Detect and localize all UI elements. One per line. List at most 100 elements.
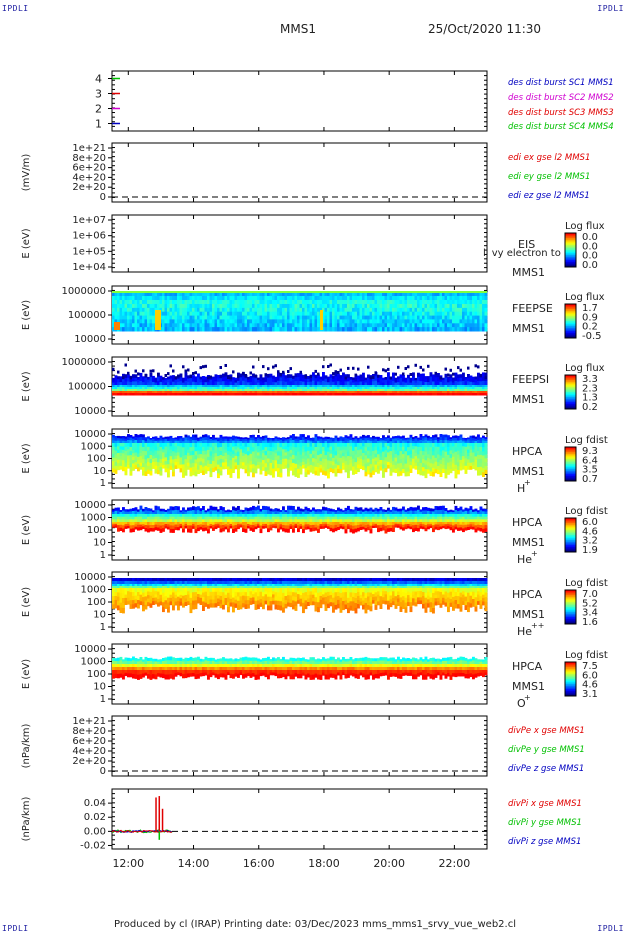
spectro-cell bbox=[397, 443, 400, 448]
spectro-cell bbox=[322, 385, 325, 388]
spectro-cell bbox=[254, 389, 258, 392]
spectro-cell bbox=[207, 463, 210, 468]
spectro-cell bbox=[369, 378, 373, 383]
spectro-cell bbox=[154, 389, 158, 392]
spectro-cell bbox=[372, 389, 375, 392]
spectro-cell bbox=[162, 443, 165, 447]
spectro-cell bbox=[112, 385, 115, 388]
spectro-cell bbox=[464, 469, 468, 474]
spectro-cell bbox=[429, 447, 433, 452]
spectro-cell bbox=[482, 438, 485, 441]
spectro-cell bbox=[292, 466, 295, 472]
spectro-cell bbox=[282, 441, 285, 444]
spectro-cell bbox=[484, 391, 488, 394]
spectro-cell bbox=[384, 387, 388, 390]
spectro-cell bbox=[219, 470, 223, 476]
spectro-cell bbox=[197, 315, 200, 320]
spectro-cell bbox=[302, 437, 305, 441]
spectro-cell bbox=[129, 514, 133, 518]
spectro-cell bbox=[399, 387, 403, 390]
spectro-cell bbox=[347, 387, 350, 390]
eis-cbar-tick: 0.0 bbox=[582, 232, 598, 243]
spectro-cell bbox=[247, 467, 250, 473]
spectro-cell bbox=[289, 319, 293, 324]
spectro-cell bbox=[237, 385, 240, 388]
spectro-cell bbox=[412, 327, 415, 332]
spectro-cell bbox=[477, 463, 480, 468]
spectro-cell bbox=[432, 389, 435, 392]
spectro-cell bbox=[237, 292, 240, 297]
spectro-cell bbox=[202, 437, 205, 441]
spectro-cell bbox=[259, 311, 263, 317]
spectro-cell bbox=[434, 304, 438, 309]
spectro-cell bbox=[244, 300, 248, 305]
spectro-cell bbox=[277, 296, 280, 301]
spectro-cell bbox=[282, 437, 285, 440]
spectro-cell bbox=[334, 387, 338, 390]
spectro-cell bbox=[434, 387, 438, 390]
spectro-cell bbox=[484, 462, 488, 467]
spectro-cell bbox=[149, 315, 153, 320]
colorbar-cell bbox=[565, 479, 576, 482]
spectro-cell bbox=[394, 319, 398, 324]
spectro-cell bbox=[154, 458, 158, 463]
spectro-cell bbox=[139, 389, 143, 392]
spectro-cell bbox=[327, 382, 330, 386]
spectro-cell bbox=[297, 311, 300, 317]
spectro-cell bbox=[422, 300, 425, 305]
spectro-cell bbox=[437, 319, 440, 324]
spectro-cell bbox=[384, 468, 388, 473]
spectro-cell bbox=[387, 319, 390, 324]
spectro-cell bbox=[467, 315, 470, 320]
spectro-cell bbox=[189, 440, 193, 444]
spectro-cell bbox=[447, 382, 450, 386]
spectro-cell bbox=[234, 307, 238, 313]
spectro-cell bbox=[337, 304, 340, 309]
spectro-cell bbox=[404, 459, 408, 465]
spectro-cell bbox=[259, 391, 263, 394]
spectro-cell bbox=[477, 323, 480, 328]
spectro-cell bbox=[419, 443, 423, 448]
spectro-cell bbox=[352, 470, 355, 475]
spectro-cell bbox=[304, 393, 308, 396]
spectro-cell bbox=[447, 437, 450, 441]
spectro-cell bbox=[254, 292, 258, 297]
spectro-cell bbox=[297, 447, 300, 453]
spectro-cell bbox=[342, 323, 345, 328]
spectro-cell bbox=[344, 374, 348, 379]
spectro-cell bbox=[377, 307, 380, 313]
spectro-cell bbox=[237, 440, 240, 444]
spectro-cell bbox=[434, 377, 438, 382]
spectro-cell bbox=[207, 443, 210, 447]
feepse-cbar-tick: 0.2 bbox=[582, 322, 598, 333]
spectro-cell bbox=[327, 311, 330, 317]
spectro-cell bbox=[122, 296, 125, 301]
spectro-cell bbox=[237, 300, 240, 305]
spectro-cell bbox=[394, 450, 398, 455]
spectro-cell bbox=[417, 439, 420, 442]
spectro-cell bbox=[134, 449, 138, 454]
spectro-cell bbox=[402, 374, 405, 379]
spectro-cell bbox=[162, 391, 165, 394]
spectro-cell bbox=[404, 391, 408, 394]
spectro-cell bbox=[394, 292, 398, 297]
spectro-cell bbox=[317, 389, 320, 392]
spectro-cell bbox=[317, 315, 320, 320]
spectro-cell bbox=[364, 471, 368, 477]
spectro-cell bbox=[137, 467, 140, 472]
spectro-cell bbox=[162, 327, 165, 332]
spectro-cell bbox=[449, 327, 453, 332]
spectro-cell bbox=[257, 449, 260, 453]
spectro-cell bbox=[407, 296, 410, 301]
spectro-cell bbox=[347, 315, 350, 320]
spectro-cell bbox=[477, 372, 480, 378]
spectro-cell bbox=[224, 446, 228, 450]
spectro-cell bbox=[284, 300, 288, 305]
spectro-cell bbox=[447, 393, 450, 396]
spectro-cell bbox=[244, 323, 248, 328]
spectro-cell bbox=[392, 327, 395, 332]
spectro-cell bbox=[362, 311, 365, 317]
spectro-cell bbox=[127, 509, 130, 513]
spectro-cell bbox=[307, 304, 310, 309]
spectro-cell bbox=[282, 292, 285, 297]
